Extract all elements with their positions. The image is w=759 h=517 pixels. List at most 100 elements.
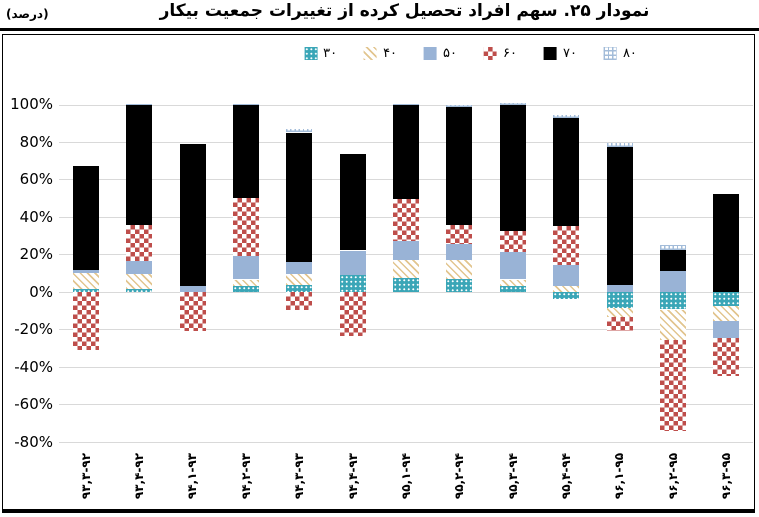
x-axis-label: ۹۵,۲-۹۴ — [452, 452, 467, 500]
legend-swatch-red-checker-icon — [484, 47, 497, 60]
bar-segment-۸۰ — [499, 102, 526, 106]
bar-segment-۷۰ — [659, 249, 686, 272]
x-axis-label: ۹۴,۲-۹۳ — [238, 452, 253, 500]
bar-segment-۳۰ — [286, 285, 313, 292]
legend-swatch-teal-dots-icon — [304, 47, 318, 60]
y-axis-label: 100% — [10, 95, 53, 114]
legend-swatch-blue-grid-icon — [603, 47, 617, 60]
bar-segment-۸۰ — [393, 103, 419, 106]
bar-segment-۴۰ — [72, 273, 99, 289]
y-axis-label: 20% — [19, 245, 53, 264]
bar-segment-۷۰ — [286, 132, 313, 262]
legend-label: ۴۰ — [383, 46, 398, 61]
gridline — [59, 366, 753, 368]
x-axis-slot: ۹۵,۳-۹۴ — [486, 451, 539, 511]
gridline — [59, 329, 753, 331]
y-axis-label: 40% — [19, 207, 53, 226]
bar-segment-۴۰ — [446, 259, 473, 279]
bar-segment-۵۰ — [72, 270, 99, 273]
bar-segment-۷۰ — [446, 107, 473, 226]
x-axis-label: ۹۵,۱-۹۴ — [398, 452, 413, 500]
x-axis-slot: ۹۴,۱-۹۳ — [166, 451, 219, 511]
bar-segment-۶۰ — [553, 226, 580, 265]
bar-segment-۸۰ — [232, 103, 259, 105]
bar-segment-۳۰ — [72, 288, 99, 292]
bar-segment-۴۰ — [553, 286, 580, 292]
title-divider — [0, 28, 759, 31]
bar-segment-۴۰ — [659, 309, 686, 340]
legend-label: ۶۰ — [503, 46, 517, 61]
x-axis-slot: ۹۵,۱-۹۴ — [379, 451, 432, 511]
y-axis-label: 60% — [19, 170, 53, 189]
x-axis-label: ۹۳,۳-۹۲ — [78, 452, 93, 500]
y-axis-label: -80% — [14, 432, 53, 451]
legend-item-۵۰: ۵۰ — [424, 46, 457, 61]
unit-label: (درصد) — [6, 7, 49, 21]
bar-segment-۶۰ — [126, 225, 153, 261]
bar-segment-۶۰ — [713, 337, 740, 376]
x-axis-label: ۹۶,۲-۹۵ — [665, 452, 680, 500]
x-axis-label: ۹۴,۴-۹۳ — [345, 452, 360, 500]
legend-label: ۸۰ — [622, 46, 637, 61]
bar-segment-۴۰ — [499, 279, 526, 287]
bar-segment-۸۰ — [659, 244, 686, 250]
bar-segment-۶۰ — [446, 225, 473, 244]
bar-segment-۳۰ — [713, 291, 740, 306]
y-axis-label: 0% — [29, 282, 53, 301]
legend-swatch-solid-black-icon — [543, 47, 557, 60]
bar-segment-۷۰ — [499, 105, 526, 231]
legend-item-۸۰: ۸۰ — [603, 46, 637, 61]
legend-swatch-tan-diagonal-hatch-icon — [364, 47, 378, 60]
bar-segment-۵۰ — [232, 256, 259, 280]
bar-segment-۸۰ — [446, 105, 473, 108]
bar-segment-۵۰ — [446, 244, 473, 260]
x-axis-slot: ۹۶,۳-۹۵ — [700, 451, 753, 511]
x-axis-label: ۹۵,۳-۹۴ — [505, 452, 520, 500]
bar-segment-۴۰ — [232, 279, 259, 287]
x-axis-label: ۹۶,۳-۹۵ — [719, 452, 734, 500]
bar-segment-۷۰ — [606, 146, 633, 286]
chart-header: (درصد) نمودار ۲۵. سهم افراد تحصیل کرده ا… — [0, 0, 759, 28]
x-axis-slot: ۹۴,۲-۹۳ — [219, 451, 272, 511]
bar-segment-۷۰ — [553, 117, 580, 227]
x-axis-slot: ۹۵,۴-۹۴ — [540, 451, 593, 511]
bar-segment-۵۰ — [553, 264, 580, 287]
bar-segment-۳۰ — [606, 291, 633, 308]
legend-label: ۷۰ — [562, 46, 577, 61]
bar-segment-۷۰ — [393, 105, 419, 199]
bar-segment-۶۰ — [232, 198, 259, 257]
bar-segment-۵۰ — [499, 252, 526, 280]
bar-segment-۷۰ — [126, 105, 153, 226]
bar-segment-۵۰ — [179, 286, 206, 292]
x-axis-slot: ۹۳,۳-۹۲ — [59, 451, 112, 511]
y-axis-label: -20% — [14, 320, 53, 339]
bar-segment-۵۰ — [713, 320, 740, 338]
bar-segment-۶۰ — [179, 291, 206, 331]
bar-segment-۷۰ — [72, 166, 99, 271]
legend-label: ۳۰ — [323, 46, 338, 61]
bar-segment-۵۰ — [339, 250, 366, 275]
bar-segment-۵۰ — [606, 285, 633, 292]
bar-segment-۳۰ — [659, 291, 686, 310]
x-axis-slot: ۹۶,۱-۹۵ — [593, 451, 646, 511]
bar-segment-۴۰ — [606, 307, 633, 317]
bar-segment-۸۰ — [553, 114, 580, 118]
bar-segment-۷۰ — [232, 104, 259, 199]
bar-segment-۶۰ — [72, 291, 99, 350]
bar-segment-۳۰ — [553, 291, 580, 300]
x-axis-slot: ۹۴,۴-۹۳ — [326, 451, 379, 511]
bar-segment-۸۰ — [606, 142, 633, 147]
bar-segment-۳۰ — [232, 286, 259, 292]
x-axis-slot: ۹۶,۲-۹۵ — [646, 451, 699, 511]
bar-segment-۸۰ — [286, 128, 313, 133]
legend-label: ۵۰ — [443, 46, 457, 61]
x-axis-label: ۹۵,۴-۹۴ — [559, 452, 574, 500]
x-axis-slot: ۹۵,۲-۹۴ — [433, 451, 486, 511]
bar-segment-۷۰ — [339, 154, 366, 251]
bar-segment-۵۰ — [286, 261, 313, 274]
bar-segment-۵۰ — [126, 260, 153, 274]
legend-swatch-solid-light-blue-icon — [424, 47, 438, 60]
page-title: نمودار ۲۵. سهم افراد تحصیل کرده از تغییر… — [159, 1, 650, 21]
gridline — [59, 291, 753, 293]
x-axis-label: ۹۴,۳-۹۳ — [292, 452, 307, 500]
